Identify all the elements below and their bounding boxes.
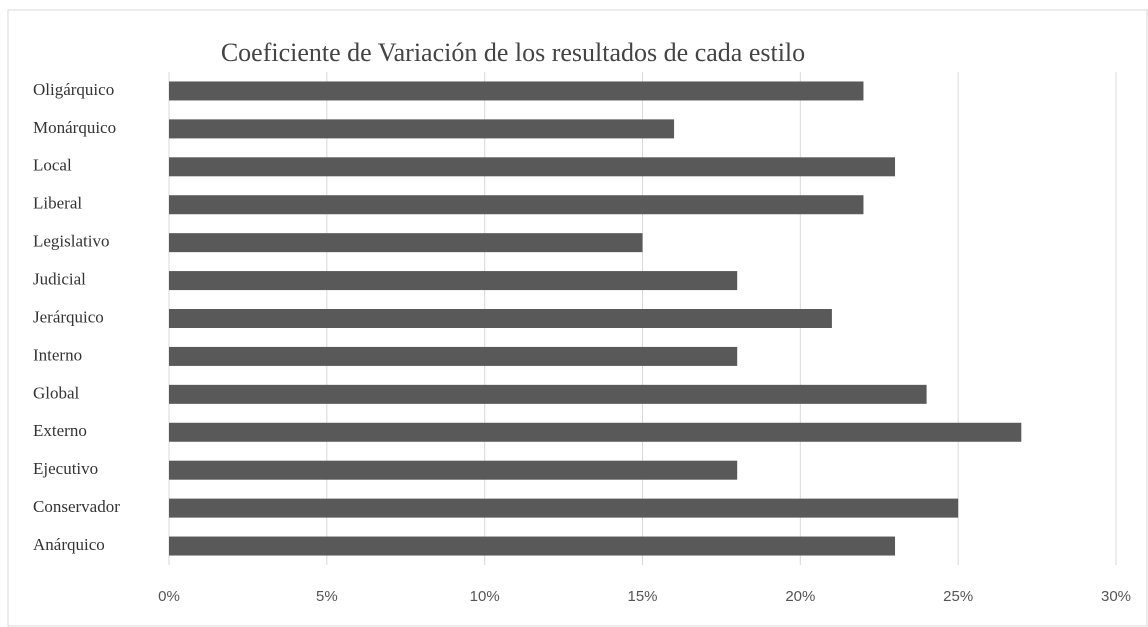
y-tick-label: Local [33,156,72,175]
x-tick-label: 15% [627,588,657,605]
bar [169,157,896,177]
bar [169,119,675,139]
bar [169,422,1022,442]
y-tick-label: Legislativo [33,232,109,251]
bar [169,81,864,101]
x-tick-label: 5% [316,588,338,605]
bar [169,233,643,253]
y-tick-label: Anárquico [33,535,105,554]
bar [169,536,896,556]
y-tick-label: Ejecutivo [33,459,98,478]
y-tick-label: Global [33,383,80,402]
y-tick-label: Oligárquico [33,80,114,99]
bar [169,460,738,480]
x-tick-label: 10% [470,588,500,605]
chart-title: Coeficiente de Variación de los resultad… [221,38,805,67]
y-tick-label: Liberal [33,194,82,213]
y-tick-label: Monárquico [33,118,116,137]
bar [169,309,832,328]
x-tick-label: 30% [1101,588,1131,605]
bar [169,384,927,404]
y-tick-label: Externo [33,421,87,440]
y-tick-label: Judicial [33,269,86,288]
x-tick-label: 25% [943,588,973,605]
x-tick-label: 20% [785,588,815,605]
bar [169,195,864,215]
y-tick-label: Jerárquico [33,307,104,326]
y-tick-label: Conservador [33,497,120,516]
bar [169,498,959,518]
bar [169,346,738,366]
x-tick-label: 0% [158,588,180,605]
bar [169,271,738,291]
y-tick-label: Interno [33,345,82,364]
